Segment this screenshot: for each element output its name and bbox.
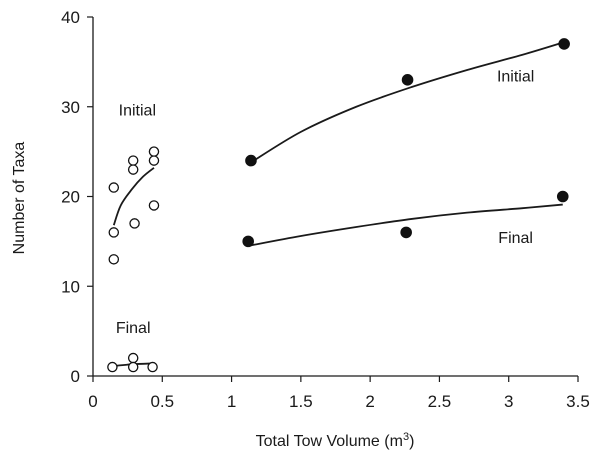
x-tick-label: 3.5 [566, 392, 590, 411]
filled-point [246, 155, 257, 166]
open-point [148, 362, 157, 371]
open-point [109, 255, 118, 264]
x-axis-title-text: Total Tow Volume (m [256, 433, 403, 450]
x-tick-label: 1 [227, 392, 236, 411]
open-point [108, 362, 117, 371]
annotation-initial-left: Initial [119, 103, 156, 120]
x-tick-label: 1.5 [289, 392, 313, 411]
filled-point [557, 191, 568, 202]
open-point [129, 353, 138, 362]
open-point [149, 147, 158, 156]
annotation-final-right: Final [498, 230, 533, 247]
filled-point [401, 227, 412, 238]
y-tick-label: 20 [61, 188, 80, 207]
fit-curve [114, 168, 154, 225]
open-point [109, 183, 118, 192]
filled-point [243, 236, 254, 247]
y-tick-label: 0 [71, 367, 80, 386]
annotation-initial-right: Initial [497, 69, 534, 86]
x-axis-title-close: ) [409, 433, 414, 450]
y-tick-label: 30 [61, 98, 80, 117]
open-point [109, 228, 118, 237]
x-tick-label: 0 [88, 392, 97, 411]
open-point [149, 201, 158, 210]
open-point [149, 156, 158, 165]
x-tick-label: 2 [365, 392, 374, 411]
open-point [130, 219, 139, 228]
x-axis-title: Total Tow Volume (m3) [256, 431, 415, 450]
open-point [129, 165, 138, 174]
open-point [129, 362, 138, 371]
x-tick-label: 2.5 [428, 392, 452, 411]
y-axis-title: Number of Taxa [11, 142, 28, 255]
x-tick-label: 3 [504, 392, 513, 411]
fit-curve [251, 42, 564, 162]
filled-point [559, 39, 570, 50]
y-tick-label: 10 [61, 277, 80, 296]
plot-area: 0 0.5 1 1.5 2 2.5 3 3.5 0 10 20 30 40 Initial Final Ini… [61, 8, 590, 411]
annotation-final-left: Final [116, 320, 151, 337]
open-point [129, 156, 138, 165]
x-tick-label: 0.5 [150, 392, 174, 411]
y-tick-label: 40 [61, 8, 80, 27]
filled-point [402, 75, 413, 86]
